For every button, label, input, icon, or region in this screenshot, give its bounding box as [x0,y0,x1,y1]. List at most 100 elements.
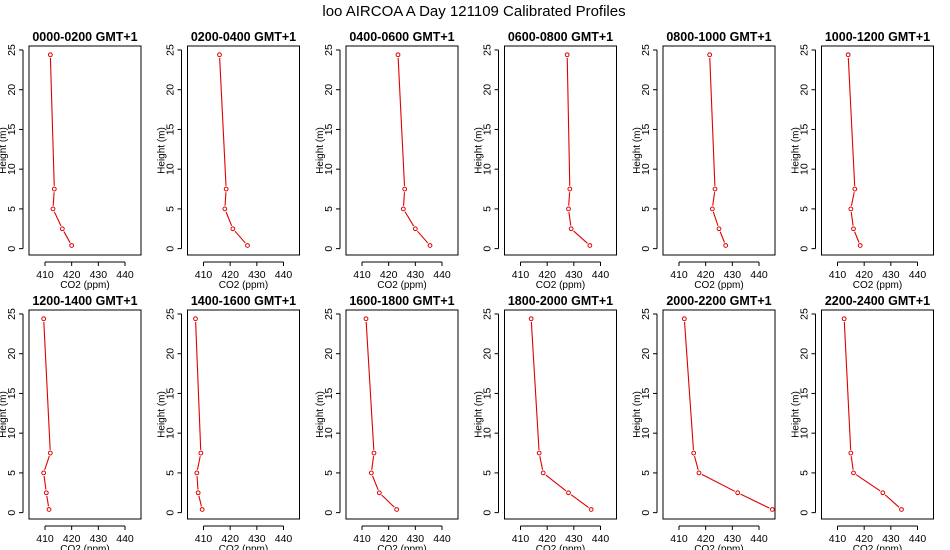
x-tick-label: 420 [697,269,715,281]
series-segment [847,57,856,186]
data-point [566,490,571,496]
y-axis-label: Height (m) [791,391,802,438]
co2-profile-series [707,52,729,248]
y-tick-label: 25 [6,44,18,56]
y-tick-label: 10 [799,427,811,439]
x-axis-label: CO2 (ppm) [377,544,426,550]
data-point [848,206,854,212]
y-axis: 0 5 10 15 20 25 Height (m) [157,44,182,252]
y-tick-label: 20 [6,84,18,96]
data-point [223,186,229,192]
x-axis-label: CO2 (ppm) [219,280,268,291]
x-axis-label: CO2 (ppm) [60,280,109,291]
x-tick-label: 440 [750,533,768,545]
data-point [41,316,47,322]
data-point [845,52,851,58]
y-tick-label: 0 [482,246,494,252]
y-tick-label: 20 [323,84,335,96]
data-point [376,490,382,496]
y-tick-label: 15 [482,387,494,399]
y-tick-label: 5 [482,470,494,476]
series-segment [371,456,375,470]
y-tick-label: 15 [165,123,177,135]
profile-panel: 0200-0400 GMT+1 410 420 430 440 CO2 (ppm) 0 5 10… [157,30,300,291]
profile-panel: 0800-1000 GMT+1 410 420 430 440 CO2 (ppm) 0 5 10… [632,30,776,291]
y-tick-label: 15 [640,387,652,399]
y-tick-label: 25 [482,44,494,56]
profile-panel: 2200-2400 GMT+1 410 420 430 440 CO2 (ppm) 0 5 10… [791,294,934,550]
x-axis-label: CO2 (ppm) [536,280,585,291]
y-tick-label: 20 [165,84,177,96]
y-tick-label: 10 [799,163,811,175]
co2-profile-series [217,52,250,248]
series-segment [52,192,55,206]
plot-frame [504,309,617,520]
y-tick-label: 5 [165,470,177,476]
y-tick-label: 10 [323,163,335,175]
series-segment [372,475,379,491]
x-axis: 410 420 430 440 CO2 (ppm) [670,261,768,291]
series-segment [684,321,694,450]
x-tick-label: 440 [116,533,134,545]
data-point [567,186,573,192]
data-point [691,450,697,456]
x-tick-label: 430 [882,533,900,545]
series-segment [843,321,852,450]
x-tick-label: 410 [195,533,213,545]
data-point [46,507,52,512]
plot-frame [662,309,776,520]
x-axis-label: CO2 (ppm) [60,544,109,550]
figure-title: loo AIRCOA A Day 121109 Calibrated Profi… [322,3,625,20]
x-tick-label: 410 [36,533,54,545]
y-tick-label: 15 [799,387,811,399]
panel-title: 1200-1400 GMT+1 [32,294,137,308]
data-point [841,316,847,322]
series-segment [530,321,540,450]
data-point [712,186,718,192]
data-point [427,243,433,248]
x-axis-label: CO2 (ppm) [853,280,902,291]
data-point [588,507,594,512]
y-axis: 0 5 10 15 20 25 Height (m) [632,44,658,252]
series-segment [566,57,571,186]
profile-panel: 1800-2000 GMT+1 410 420 430 440 CO2 (ppm) 0 5 10… [474,294,617,550]
y-tick-label: 5 [323,470,335,476]
series-segment [381,494,395,508]
y-tick-label: 10 [482,427,494,439]
x-axis: 410 420 430 440 CO2 (ppm) [670,525,768,550]
data-point [851,226,856,232]
data-point [69,243,75,248]
co2-profile-series [845,52,863,248]
x-tick-label: 440 [116,269,134,281]
series-segment [568,192,571,206]
x-tick-label: 430 [90,533,108,545]
series-segment [224,192,227,206]
x-tick-label: 430 [565,533,583,545]
x-tick-label: 410 [353,533,371,545]
series-segment [365,321,375,450]
data-point [47,450,53,456]
y-tick-label: 0 [6,246,18,252]
series-segment [402,192,406,206]
data-point [394,507,400,512]
y-axis-label: Height (m) [632,391,643,438]
y-tick-label: 5 [323,206,335,212]
data-point [395,52,401,58]
x-tick-label: 420 [697,533,715,545]
co2-profile-series [41,316,53,512]
x-tick-label: 430 [248,269,266,281]
co2-profile-series [681,316,775,512]
y-tick-label: 15 [323,387,335,399]
x-tick-label: 410 [36,269,54,281]
data-point [566,206,571,212]
co2-profile-series [363,316,400,512]
y-tick-label: 15 [165,387,177,399]
plot-frame [187,309,300,520]
x-tick-label: 420 [63,533,81,545]
profile-panel: 1200-1400 GMT+1 410 420 430 440 CO2 (ppm) 0 5 10… [0,294,142,550]
co2-profile-series [528,316,594,512]
x-tick-label: 440 [433,533,451,545]
data-point [848,450,854,456]
